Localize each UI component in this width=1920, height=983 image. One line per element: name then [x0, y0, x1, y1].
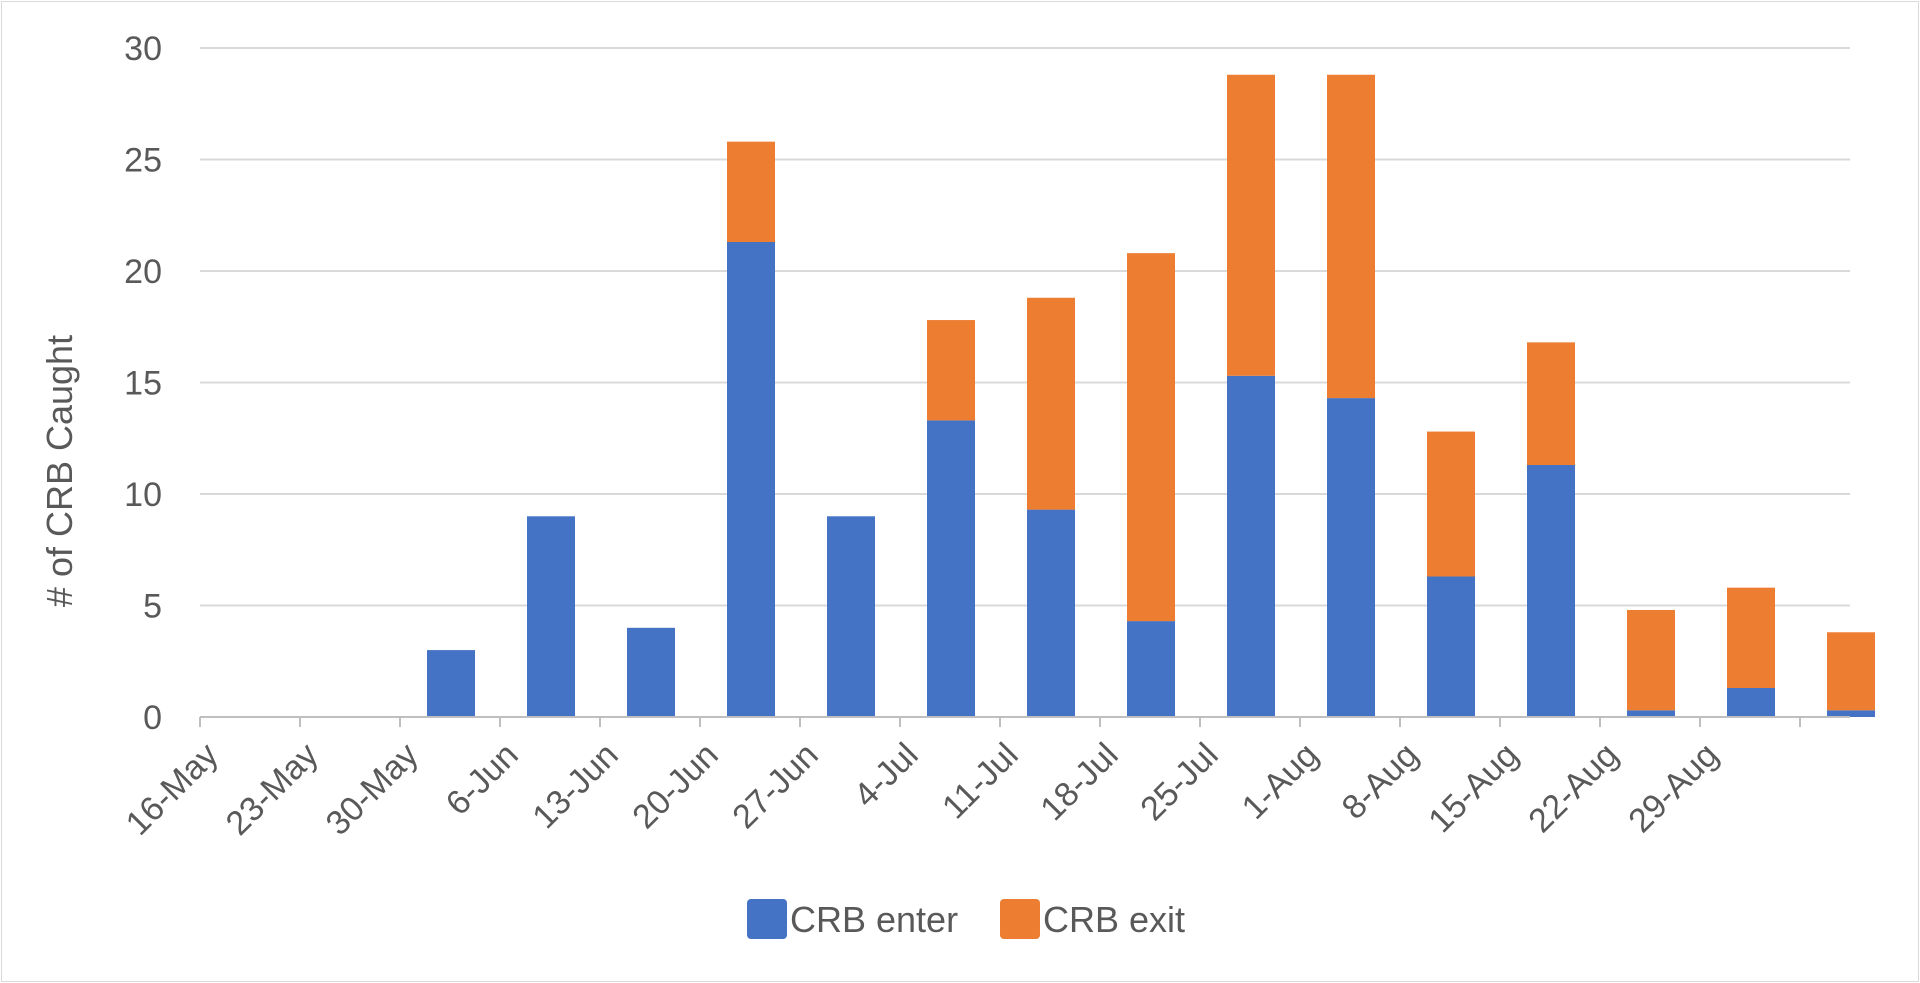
bar-crb-exit — [1727, 587, 1775, 689]
y-tick-label: 20 — [124, 253, 162, 291]
y-axis-title: # of CRB Caught — [39, 335, 80, 607]
bar-crb-enter — [1527, 465, 1575, 717]
bar-crb-enter — [1427, 576, 1475, 717]
bar-crb-enter — [1227, 375, 1275, 717]
legend: CRB enter CRB exit — [747, 899, 1185, 940]
bar-crb-exit — [1827, 632, 1875, 711]
bar-crb-enter — [1027, 509, 1075, 717]
legend-label: CRB exit — [1043, 899, 1185, 940]
x-tick-label: 13-Jun — [525, 736, 625, 836]
bar-crb-exit — [1227, 74, 1275, 376]
y-tick-label: 15 — [124, 365, 162, 403]
x-tick-label: 29-Aug — [1621, 736, 1725, 840]
bar-crb-enter — [1327, 398, 1375, 717]
bar-crb-enter — [1127, 621, 1175, 717]
x-tick-label: 15-Aug — [1421, 736, 1525, 840]
x-tick-label: 8-Aug — [1335, 736, 1426, 827]
bar-crb-exit — [1327, 74, 1375, 399]
x-tick-label: 27-Jun — [725, 736, 825, 836]
bar-crb-exit — [1627, 609, 1675, 711]
x-tick-label: 18-Jul — [1033, 736, 1125, 828]
bar-crb-enter — [827, 516, 875, 717]
bar-crb-enter — [1627, 710, 1675, 717]
y-tick-label: 5 — [143, 588, 162, 626]
x-tick-label: 16-May — [119, 736, 226, 843]
bar-crb-enter — [627, 627, 675, 717]
x-tick-label: 4-Jul — [847, 736, 926, 815]
bar-crb-enter — [527, 516, 575, 717]
legend-swatch-crb-exit — [1000, 899, 1040, 939]
y-tick-label: 10 — [124, 476, 162, 514]
x-tick-label: 6-Jun — [439, 736, 526, 823]
x-tick-label: 30-May — [319, 736, 426, 843]
bar-crb-exit — [1027, 297, 1075, 510]
bar-crb-exit — [1427, 431, 1475, 577]
bar-crb-exit — [1527, 342, 1575, 466]
bar-crb-enter — [1727, 688, 1775, 717]
x-tick-label: 1-Aug — [1235, 736, 1326, 827]
legend-swatch-crb-enter — [747, 899, 787, 939]
y-tick-label: 30 — [124, 30, 162, 68]
bar-crb-exit — [1127, 253, 1175, 622]
y-tick-label: 25 — [124, 142, 162, 180]
bar-crb-exit — [727, 141, 775, 243]
gridlines — [200, 47, 1850, 607]
bar-crb-enter — [727, 242, 775, 717]
bar-crb-enter — [927, 420, 975, 717]
x-tick-label: 23-May — [219, 736, 326, 843]
bars — [427, 74, 1875, 717]
bar-crb-enter — [427, 650, 475, 717]
legend-label: CRB enter — [790, 899, 958, 940]
bar-crb-enter — [1827, 710, 1875, 717]
x-tick-label: 20-Jun — [625, 736, 725, 836]
x-tick-label: 25-Jul — [1133, 736, 1225, 828]
x-tick-label: 22-Aug — [1521, 736, 1625, 840]
bar-crb-exit — [927, 320, 975, 421]
y-tick-label: 0 — [143, 699, 162, 737]
x-tick-label: 11-Jul — [935, 736, 1026, 827]
